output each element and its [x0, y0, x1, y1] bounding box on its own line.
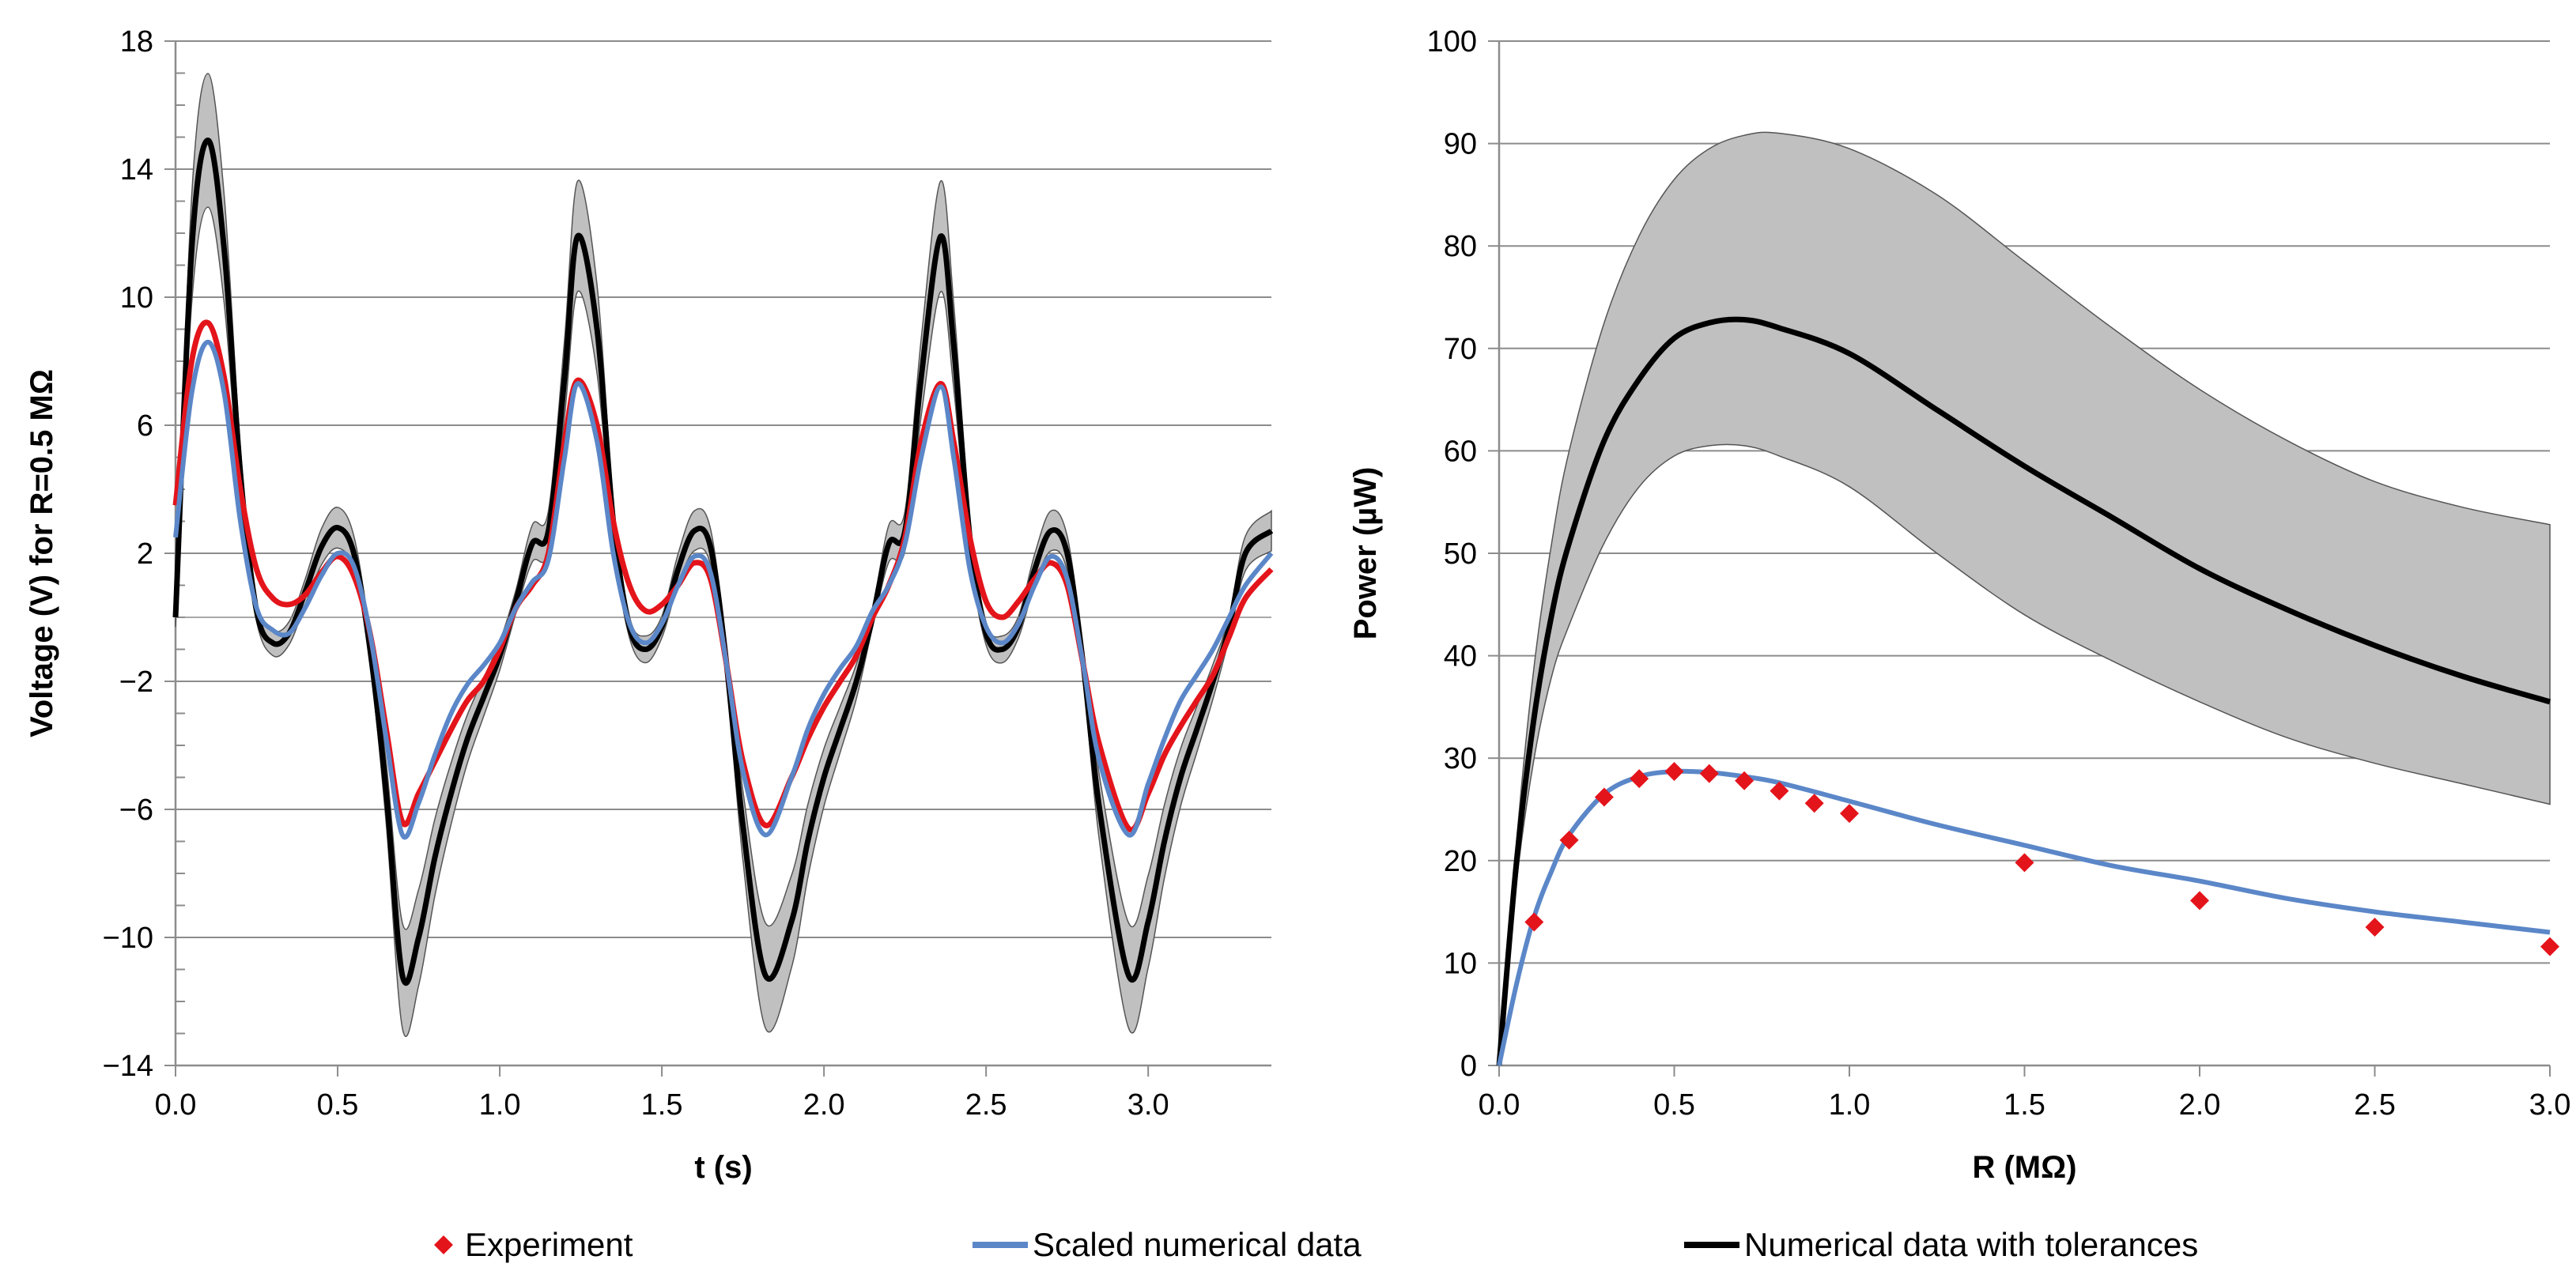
power-y-tick-label: 90 [1444, 128, 1477, 161]
power-x-tick-label: 0.5 [1653, 1088, 1695, 1122]
power-y-tick-label: 80 [1444, 230, 1477, 263]
voltage-y-tick-label: −14 [103, 1050, 153, 1083]
power-experiment-point [1524, 912, 1544, 932]
power-experiment-point [2015, 853, 2034, 873]
power-x-tick-label: 0.0 [1479, 1088, 1520, 1122]
voltage-x-tick-label: 0.0 [155, 1088, 197, 1122]
legend-item-experiment: Experiment [433, 1213, 633, 1277]
voltage-x-tick-label: 1.5 [641, 1088, 683, 1122]
power-x-tick-label: 2.0 [2179, 1088, 2221, 1122]
voltage-y-tick-label: −10 [103, 922, 153, 955]
voltage-y-tick-label: −6 [119, 794, 153, 827]
power-experiment-point [2365, 918, 2385, 937]
voltage-chart: 0.0 0.5 1.0 1.5 2.0 2.5 3.0 −14 −10 −6 −2 2 6 10 14 18 t… [25, 25, 1274, 1185]
power-y-tick-label: 100 [1427, 25, 1477, 58]
power-experiment-point [1630, 769, 1649, 789]
voltage-y-tick-label: 6 [137, 409, 153, 443]
power-x-tick-label: 2.5 [2354, 1088, 2396, 1122]
power-experiment-point [1699, 764, 1719, 783]
voltage-numerical-line [172, 138, 1274, 986]
power-y-tick-label: 50 [1444, 537, 1477, 571]
power-y-tick-label: 0 [1460, 1050, 1477, 1083]
legend-item-scaled: Scaled numerical data [973, 1213, 1362, 1277]
power-x-tick-label: 3.0 [2529, 1088, 2571, 1122]
legend-scaled-line-icon [973, 1242, 1028, 1248]
legend: Experiment Scaled numerical data Numeric… [0, 1213, 2576, 1277]
legend-numerical-label: Numerical data with tolerances [1744, 1226, 2199, 1263]
power-tolerance-band [1498, 131, 2551, 1066]
power-x-tick-label: 1.0 [1829, 1088, 1871, 1122]
power-experiment-point [1840, 804, 1859, 824]
voltage-y-tick-label: 18 [120, 25, 153, 58]
legend-item-numerical: Numerical data with tolerances [1684, 1213, 2198, 1277]
power-experiment-point [1559, 830, 1579, 850]
power-scaled-line [1497, 768, 2551, 1066]
power-x-tick-label: 1.5 [2004, 1088, 2045, 1122]
power-y-tick-label: 20 [1444, 845, 1477, 878]
voltage-y-axis-label: Voltage (V) for R=0.5 MΩ [25, 369, 59, 737]
voltage-y-tick-label: 2 [137, 537, 153, 571]
voltage-x-tick-label: 1.0 [479, 1088, 521, 1122]
power-y-tick-label: 40 [1444, 640, 1477, 673]
power-numerical-line [1496, 316, 2551, 1066]
power-experiment-point [1735, 771, 1754, 790]
legend-experiment-diamond-icon [434, 1235, 453, 1254]
voltage-x-axis-label: t (s) [694, 1150, 752, 1185]
power-y-tick-label: 70 [1444, 333, 1477, 366]
power-experiment-point [1770, 781, 1789, 801]
voltage-y-tick-label: 14 [120, 153, 153, 187]
power-experiment-point [1594, 787, 1614, 807]
legend-experiment-label: Experiment [465, 1226, 633, 1263]
power-y-tick-label: 10 [1444, 947, 1477, 980]
power-experiment-point [2540, 937, 2559, 956]
voltage-x-tick-label: 2.5 [965, 1088, 1007, 1122]
power-x-axis-label: R (MΩ) [1972, 1150, 2076, 1185]
power-chart: 0.0 0.5 1.0 1.5 2.0 2.5 3.0 0 10 20 30 40 50 60 70 80 90… [1348, 25, 2570, 1185]
voltage-x-tick-label: 3.0 [1127, 1088, 1169, 1122]
power-y-axis-label: Power (µW) [1348, 467, 1383, 640]
voltage-y-tick-label: −2 [119, 666, 153, 699]
power-y-tick-label: 60 [1444, 435, 1477, 468]
legend-scaled-label: Scaled numerical data [1033, 1226, 1362, 1263]
voltage-experiment-line [172, 319, 1274, 833]
voltage-y-tick-label: 10 [120, 281, 153, 315]
voltage-x-tick-label: 0.5 [317, 1088, 359, 1122]
power-y-tick-label: 30 [1444, 742, 1477, 775]
power-experiment-point [1804, 794, 1824, 813]
power-experiment-point [2190, 891, 2209, 911]
voltage-scaled-line [173, 339, 1274, 840]
power-experiment-point [1664, 762, 1684, 782]
legend-numerical-line-icon [1684, 1242, 1739, 1248]
voltage-x-tick-label: 2.0 [803, 1088, 845, 1122]
